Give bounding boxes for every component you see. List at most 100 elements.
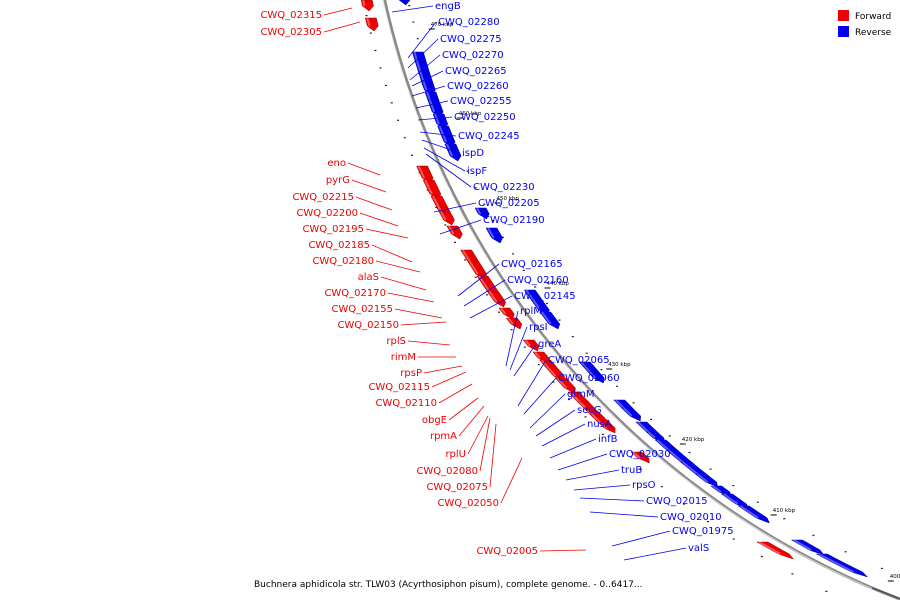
gene-label-CWQ_02195[interactable]: CWQ_02195 (302, 224, 364, 235)
minor-tick-dot (454, 242, 456, 243)
gene-label-CWQ_02005[interactable]: CWQ_02005 (476, 546, 538, 557)
gene-label-glmM[interactable]: glmM (567, 389, 595, 400)
leader-CWQ_02110 (439, 384, 472, 403)
gene-label-rplM[interactable]: rplM (520, 306, 542, 317)
gene-label-CWQ_02075[interactable]: CWQ_02075 (426, 482, 488, 493)
gene-label-CWQ_02230[interactable]: CWQ_02230 (473, 182, 535, 193)
gene-label-CWQ_02275[interactable]: CWQ_02275 (440, 34, 502, 45)
gene-label-rplS[interactable]: rplS (386, 336, 406, 347)
leader-CWQ_02215 (356, 197, 392, 210)
legend-forward-swatch (838, 10, 849, 21)
gene-label-valS[interactable]: valS (688, 543, 709, 554)
leader-rpsO (574, 485, 630, 490)
gene-label-CWQ_02110[interactable]: CWQ_02110 (375, 398, 437, 409)
gene-label-CWQ_02270[interactable]: CWQ_02270 (442, 50, 504, 61)
gene-label-CWQ_02080[interactable]: CWQ_02080 (416, 466, 478, 477)
leader-engB (392, 6, 433, 12)
gene-label-infB[interactable]: infB (598, 434, 618, 445)
minor-tick-dot (733, 538, 735, 539)
minor-tick-dot (689, 452, 691, 453)
leader-CWQ_02180 (376, 261, 420, 272)
gene-label-eno[interactable]: eno (327, 158, 346, 169)
gene-label-engB[interactable]: engB (435, 1, 461, 12)
gene-label-rpsP[interactable]: rpsP (400, 368, 422, 379)
gene-label-CWQ_02260[interactable]: CWQ_02260 (447, 81, 509, 92)
minor-tick-dot (633, 402, 635, 403)
minor-tick-dot (412, 22, 414, 23)
gene-label-CWQ_02305[interactable]: CWQ_02305 (260, 27, 322, 38)
gene-label-CWQ_02265[interactable]: CWQ_02265 (445, 66, 507, 77)
leader-truB (566, 470, 619, 480)
gene-label-CWQ_02255[interactable]: CWQ_02255 (450, 96, 512, 107)
minor-tick-dot (757, 502, 759, 503)
minor-tick-dot (616, 386, 618, 387)
leader-CWQ_02315 (324, 8, 352, 15)
minor-tick-dot (374, 50, 376, 51)
gene-label-rpmA[interactable]: rpmA (430, 431, 457, 442)
minor-tick-dot (538, 364, 540, 365)
gene-label-CWQ_02145[interactable]: CWQ_02145 (514, 291, 576, 302)
gene-label-CWQ_02315[interactable]: CWQ_02315 (260, 10, 322, 21)
leader-rplS (408, 341, 450, 345)
gene-label-CWQ_02185[interactable]: CWQ_02185 (308, 240, 370, 251)
gene-arrow-shine (818, 554, 853, 572)
minor-tick-dot (586, 353, 588, 354)
gene-label-CWQ_02205[interactable]: CWQ_02205 (478, 198, 540, 209)
gene-label-obgE[interactable]: obgE (422, 415, 447, 426)
gene-label-CWQ_02115[interactable]: CWQ_02115 (368, 382, 430, 393)
gene-label-ispD[interactable]: ispD (462, 148, 484, 159)
leader-CWQ_02305 (324, 22, 360, 32)
gene-label-CWQ_02215[interactable]: CWQ_02215 (292, 192, 354, 203)
gene-label-CWQ_02165[interactable]: CWQ_02165 (501, 259, 563, 270)
gene-label-CWQ_02170[interactable]: CWQ_02170 (324, 288, 386, 299)
gene-label-CWQ_02190[interactable]: CWQ_02190 (483, 215, 545, 226)
leader-infB (550, 439, 596, 458)
gene-label-rimM[interactable]: rimM (391, 352, 416, 363)
leader-CWQ_02030 (558, 454, 607, 470)
gene-label-rplU[interactable]: rplU (445, 449, 466, 460)
minor-tick-dot (370, 33, 372, 34)
gene-label-CWQ_02250[interactable]: CWQ_02250 (454, 112, 516, 123)
minor-tick-dot (559, 320, 561, 321)
minor-tick-dot (585, 416, 587, 417)
gene-label-CWQ_02010[interactable]: CWQ_02010 (660, 512, 722, 523)
gene-label-CWQ_02065[interactable]: CWQ_02065 (548, 355, 610, 366)
gene-label-rpsI[interactable]: rpsI (529, 322, 548, 333)
gene-label-truB[interactable]: truB (621, 465, 642, 476)
gene-label-alaS[interactable]: alaS (358, 272, 379, 283)
gene-label-CWQ_02015[interactable]: CWQ_02015 (646, 496, 708, 507)
gene-label-CWQ_02030[interactable]: CWQ_02030 (609, 449, 671, 460)
minor-tick-dot (783, 518, 785, 519)
gene-label-secG[interactable]: secG (577, 405, 602, 416)
gene-label-rpsO[interactable]: rpsO (632, 480, 656, 491)
gene-label-CWQ_02050[interactable]: CWQ_02050 (437, 498, 499, 509)
leader-CWQ_02155 (395, 309, 442, 318)
minor-tick-dot (408, 5, 410, 6)
gene-label-pyrG[interactable]: pyrG (326, 175, 350, 186)
gene-label-CWQ_02150[interactable]: CWQ_02150 (337, 320, 399, 331)
gene-label-CWQ_02200[interactable]: CWQ_02200 (296, 208, 358, 219)
gene-label-CWQ_02155[interactable]: CWQ_02155 (331, 304, 393, 315)
legend-reverse-label: Reverse (855, 28, 892, 38)
leader-CWQ_02060 (524, 378, 556, 414)
leader-rpsP (424, 366, 462, 373)
minor-tick-dot (366, 15, 368, 16)
gene-arrow-engB (399, 0, 410, 5)
leader-CWQ_02170 (388, 293, 434, 302)
gene-label-CWQ_02060[interactable]: CWQ_02060 (558, 373, 620, 384)
leader-rpsI (510, 327, 527, 370)
minor-tick-dot (546, 303, 548, 304)
minor-tick-dot (464, 259, 466, 260)
gene-label-CWQ_02280[interactable]: CWQ_02280 (438, 17, 500, 28)
gene-label-greA[interactable]: greA (538, 339, 561, 350)
gene-label-ispF[interactable]: ispF (467, 166, 487, 177)
leader-obgE (449, 398, 478, 420)
minor-tick-dot (881, 568, 883, 569)
minor-tick-dot (825, 591, 827, 592)
gene-label-CWQ_01975[interactable]: CWQ_01975 (672, 526, 734, 537)
gene-label-CWQ_02245[interactable]: CWQ_02245 (458, 131, 520, 142)
gene-label-CWQ_02160[interactable]: CWQ_02160 (507, 275, 569, 286)
gene-label-CWQ_02180[interactable]: CWQ_02180 (312, 256, 374, 267)
gene-label-nusA[interactable]: nusA (587, 419, 612, 430)
